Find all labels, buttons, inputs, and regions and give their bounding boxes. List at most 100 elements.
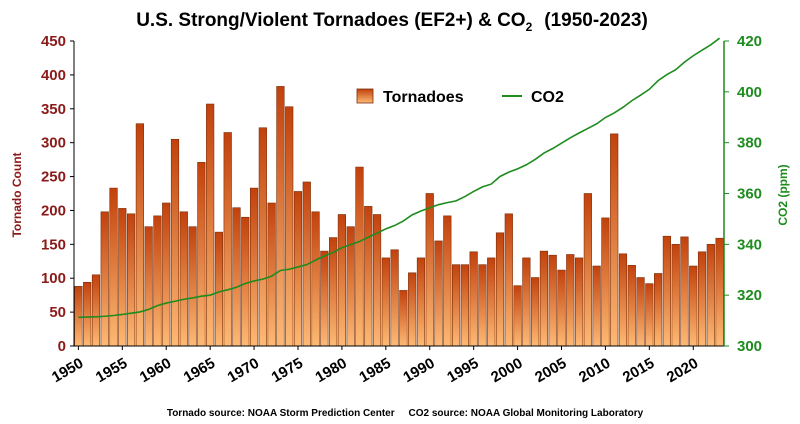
y-left-tick-label: 200 bbox=[41, 202, 66, 219]
bar-2014 bbox=[637, 278, 645, 346]
y-left-tick-label: 0 bbox=[58, 338, 66, 355]
y-right-tick-label: 400 bbox=[737, 84, 762, 101]
bar-2016 bbox=[654, 273, 662, 346]
bar-1963 bbox=[189, 227, 197, 346]
bar-2020 bbox=[689, 266, 697, 346]
bar-2009 bbox=[593, 266, 601, 346]
bar-1996 bbox=[479, 265, 487, 346]
x-tick-label: 1960 bbox=[137, 355, 174, 386]
bar-1952 bbox=[92, 275, 100, 346]
bar-2019 bbox=[681, 237, 689, 346]
bar-1966 bbox=[215, 232, 223, 346]
y-right-tick-label: 360 bbox=[737, 186, 762, 203]
bar-1985 bbox=[382, 258, 390, 346]
x-tick-label: 1975 bbox=[269, 355, 306, 386]
bar-1994 bbox=[461, 265, 469, 346]
x-tick-label: 2010 bbox=[576, 355, 613, 386]
bar-1977 bbox=[312, 212, 320, 346]
x-tick-label: 2015 bbox=[620, 355, 657, 386]
bar-2015 bbox=[646, 284, 654, 346]
bar-1973 bbox=[277, 86, 285, 346]
y-left-tick-label: 350 bbox=[41, 101, 66, 118]
bar-1951 bbox=[83, 282, 91, 346]
bar-2013 bbox=[628, 265, 636, 346]
bar-1975 bbox=[294, 191, 302, 346]
bar-1980 bbox=[338, 215, 346, 346]
bar-1971 bbox=[259, 128, 267, 346]
legend-tornadoes-swatch bbox=[357, 89, 373, 103]
bar-1992 bbox=[444, 216, 452, 346]
bar-1988 bbox=[408, 273, 416, 346]
bar-2002 bbox=[531, 278, 539, 346]
bar-1958 bbox=[145, 227, 153, 346]
y-right-tick-label: 340 bbox=[737, 236, 762, 253]
bar-1978 bbox=[321, 251, 329, 346]
bar-1953 bbox=[101, 212, 109, 346]
bar-2022 bbox=[707, 244, 715, 346]
bar-1959 bbox=[154, 216, 162, 346]
bar-1990 bbox=[426, 194, 434, 347]
y-right-tick-label: 380 bbox=[737, 135, 762, 152]
chart-title: U.S. Strong/Violent Tornadoes (EF2+) & C… bbox=[136, 10, 648, 34]
x-tick-label: 1980 bbox=[313, 355, 350, 386]
y-left-tick-label: 300 bbox=[41, 135, 66, 152]
x-tick-label: 2000 bbox=[488, 355, 525, 386]
bar-1995 bbox=[470, 252, 478, 346]
bar-1974 bbox=[285, 107, 293, 346]
bar-1998 bbox=[496, 233, 504, 346]
bar-1993 bbox=[452, 265, 460, 346]
bar-1982 bbox=[356, 167, 364, 346]
y-left-tick-label: 150 bbox=[41, 236, 66, 253]
source-note: Tornado source: NOAA Storm Prediction Ce… bbox=[167, 408, 644, 419]
bar-1991 bbox=[435, 241, 443, 346]
bar-1956 bbox=[127, 214, 135, 346]
bar-2008 bbox=[584, 194, 592, 347]
x-tick-label: 1965 bbox=[181, 355, 218, 386]
y-left-tick-label: 50 bbox=[49, 304, 66, 321]
y-right-tick-label: 420 bbox=[737, 33, 762, 50]
y-left-tick-label: 250 bbox=[41, 169, 66, 186]
bar-2021 bbox=[698, 252, 706, 346]
x-tick-label: 1985 bbox=[356, 355, 393, 386]
bar-2006 bbox=[566, 255, 574, 347]
bar-2001 bbox=[523, 258, 531, 346]
bar-2003 bbox=[540, 251, 548, 346]
bar-2017 bbox=[663, 236, 671, 346]
y-left-tick-label: 400 bbox=[41, 67, 66, 84]
bar-2004 bbox=[549, 255, 557, 346]
bar-1987 bbox=[400, 290, 408, 346]
bar-2023 bbox=[716, 238, 724, 346]
legend-co2-label: CO2 bbox=[531, 89, 564, 106]
legend-tornadoes-label: Tornadoes bbox=[383, 89, 464, 106]
bar-2007 bbox=[575, 258, 583, 346]
bar-1965 bbox=[206, 104, 214, 346]
bar-1962 bbox=[180, 212, 188, 346]
y-right-tick-label: 300 bbox=[737, 338, 762, 355]
bar-2018 bbox=[672, 244, 680, 346]
bar-1986 bbox=[391, 250, 399, 346]
x-tick-label: 2020 bbox=[664, 355, 701, 386]
bar-2012 bbox=[619, 254, 627, 346]
chart: U.S. Strong/Violent Tornadoes (EF2+) & C… bbox=[0, 0, 800, 424]
x-tick-label: 1950 bbox=[49, 355, 86, 386]
bar-series bbox=[75, 86, 724, 346]
bar-1999 bbox=[505, 214, 513, 346]
x-tick-label: 1990 bbox=[400, 355, 437, 386]
bar-2005 bbox=[558, 270, 566, 346]
bar-1968 bbox=[233, 208, 241, 346]
x-tick-label: 1995 bbox=[444, 355, 481, 386]
x-tick-label: 2005 bbox=[532, 355, 569, 386]
bar-1983 bbox=[364, 206, 372, 346]
bar-1961 bbox=[171, 139, 179, 346]
y-left-tick-label: 100 bbox=[41, 270, 66, 287]
bar-2011 bbox=[610, 134, 618, 346]
bar-1954 bbox=[110, 188, 118, 346]
y-axis-right-label: CO2 (ppm) bbox=[776, 164, 790, 225]
y-axis-left-label: Tornado Count bbox=[10, 152, 24, 237]
bar-2010 bbox=[602, 218, 610, 346]
x-tick-label: 1970 bbox=[225, 355, 262, 386]
bar-1950 bbox=[75, 286, 83, 346]
bar-1969 bbox=[241, 217, 249, 346]
bar-2000 bbox=[514, 286, 522, 346]
bar-1970 bbox=[250, 188, 258, 346]
